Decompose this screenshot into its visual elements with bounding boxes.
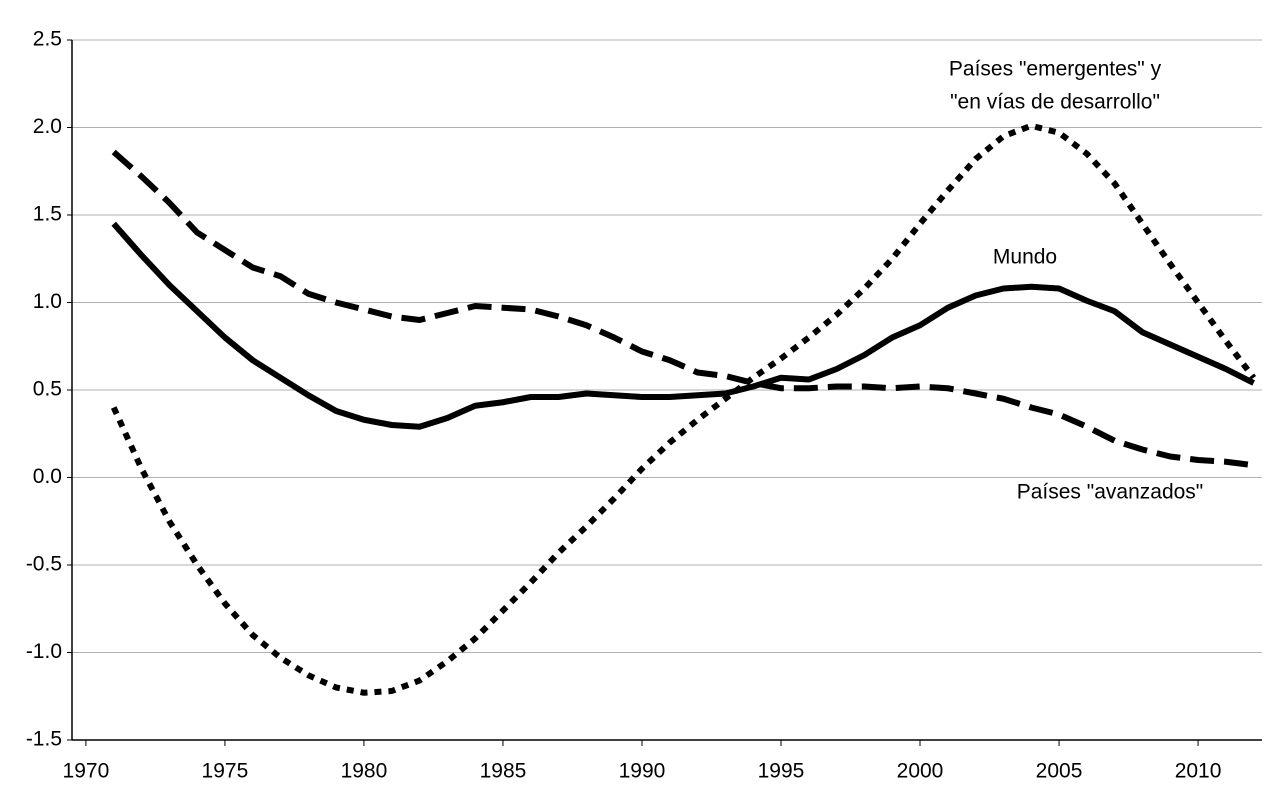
series-line (111, 221, 1256, 430)
y-tick-label: 0.0 (33, 465, 62, 488)
y-tick-label: 2.0 (33, 115, 62, 138)
x-tick-label: 1995 (758, 760, 805, 783)
x-tick-label: 1970 (63, 760, 110, 783)
series-label: Países "avanzados" (1017, 481, 1204, 504)
y-tick-label: 0.5 (33, 378, 62, 401)
x-tick-label: 2000 (897, 760, 944, 783)
series-label: Mundo (993, 246, 1057, 269)
series-label: "en vías de desarrollo" (950, 91, 1160, 114)
y-tick-label: 1.5 (33, 203, 62, 226)
y-tick-label: -0.5 (26, 553, 62, 576)
x-tick-label: 1985 (480, 760, 527, 783)
y-tick-label: -1.0 (26, 640, 62, 663)
x-tick-label: 1975 (202, 760, 249, 783)
x-tick-label: 1980 (341, 760, 388, 783)
series-line (110, 122, 1257, 696)
x-tick-label: 2005 (1036, 760, 1083, 783)
y-tick-label: 2.5 (33, 28, 62, 51)
x-tick-label: 1990 (619, 760, 666, 783)
y-tick-label: 1.0 (33, 290, 62, 313)
y-tick-label: -1.5 (26, 728, 62, 751)
series-label: Países "emergentes" y (949, 58, 1162, 81)
x-tick-label: 2010 (1175, 760, 1222, 783)
series-line (111, 149, 1255, 469)
